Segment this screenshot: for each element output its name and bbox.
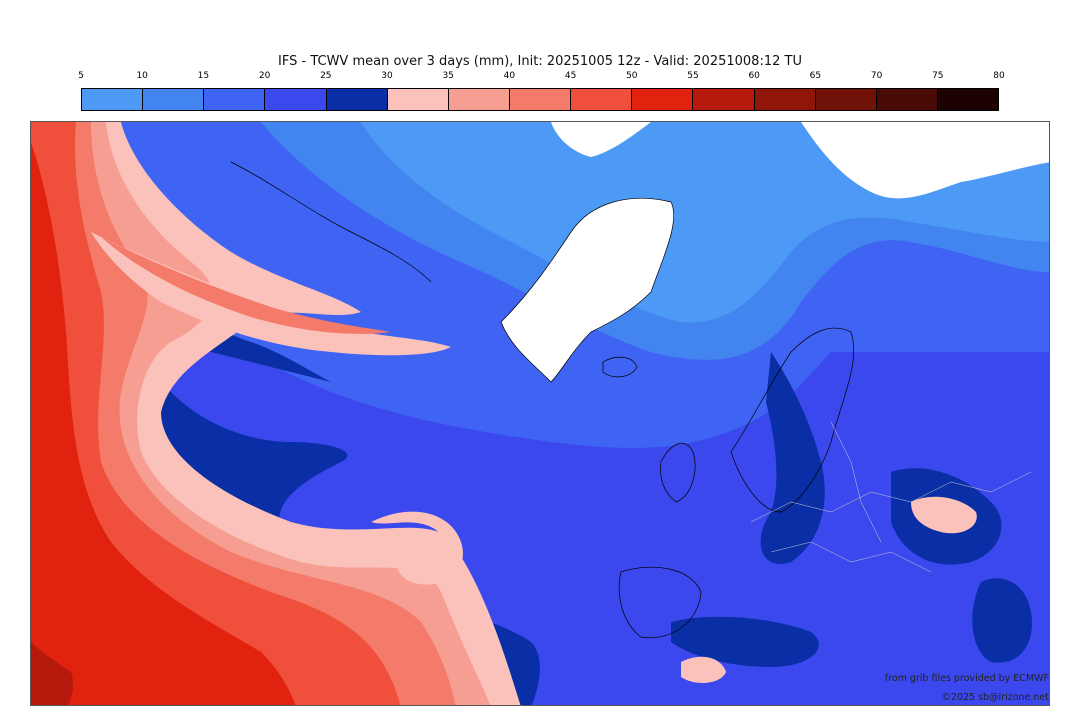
colorbar-tick: 65 (809, 71, 822, 81)
field-northafrica-30-35 (681, 656, 726, 684)
credit-copyright: ©2025 sb@irizone.net (941, 692, 1049, 703)
field-europe-25-30 (760, 352, 825, 564)
colorbar-tick: 20 (258, 71, 271, 81)
colorbar-swatch (693, 89, 755, 110)
colorbar-tick: 80 (993, 71, 1005, 81)
colorbar-swatch (815, 89, 877, 110)
colorbar-swatch (937, 89, 999, 110)
field-northafrica-25-30 (671, 616, 819, 667)
colorbar-tick: 70 (870, 71, 883, 81)
colorbar-swatch (876, 89, 938, 110)
colorbar-tick: 35 (442, 71, 454, 81)
field-tongue-30-35 (91, 232, 451, 356)
field-swirl-30-35 (371, 511, 463, 585)
page-title: IFS - TCWV mean over 3 days (mm), Init: … (278, 54, 802, 69)
colorbar-swatch (204, 89, 266, 110)
coastline-canada (230, 161, 432, 283)
coastlines (230, 161, 855, 639)
coastline-greenland (500, 197, 675, 383)
colorbar (81, 88, 999, 111)
field-plume-55-60 (31, 642, 74, 705)
borders (750, 421, 1032, 573)
colorbar-tick: 60 (748, 71, 760, 81)
border-europe-2 (770, 541, 932, 573)
colorbar-swatch (265, 89, 327, 110)
colorbar-tick: 25 (320, 71, 332, 81)
colorbar-swatch (632, 89, 694, 110)
colorbar-tick: 10 (136, 71, 148, 81)
colorbar-swatch (326, 89, 388, 110)
border-europe (750, 471, 1032, 523)
field-band-10-15 (261, 122, 1049, 360)
field-balkans-30-35 (911, 496, 977, 534)
colorbar-swatch (448, 89, 510, 110)
colorbar-swatch (509, 89, 572, 110)
coastline-iberia (618, 566, 702, 639)
map-panel (30, 121, 1050, 706)
colorbar-tick: 15 (197, 71, 210, 81)
land-arctic-ice-small (551, 122, 651, 157)
border-europe-3 (830, 421, 882, 543)
colorbar-tick: 50 (626, 71, 638, 81)
colorbar-tick: 75 (932, 71, 944, 81)
colorbar-tick-labels: 5 10 15 20 25 30 35 40 45 50 55 60 65 70… (78, 71, 1005, 85)
colorbar-swatch (754, 89, 816, 110)
land-greenland (501, 198, 674, 382)
field-eastmed-25-30 (972, 578, 1032, 663)
colorbar-swatch (571, 89, 633, 110)
field-tongue-40-45 (101, 237, 391, 334)
colorbar-tick: 5 (78, 71, 84, 81)
map-canvas (31, 122, 1049, 705)
colorbar-tick: 55 (687, 71, 699, 81)
coastline-britain (660, 442, 696, 503)
coastline-iceland (602, 356, 638, 378)
colorbar-swatch (143, 89, 205, 110)
colorbar-swatch (387, 89, 449, 110)
credit-source: from grib files provided by ECMWF (884, 673, 1049, 684)
coastline-scandinavia (730, 327, 855, 513)
colorbar-tick: 40 (503, 71, 516, 81)
colorbar-tick: 30 (381, 71, 393, 81)
field-plume-50-55 (31, 142, 296, 705)
colorbar-swatch (82, 89, 144, 110)
colorbar-tick: 45 (564, 71, 577, 81)
land-arctic-ice (801, 122, 1049, 199)
